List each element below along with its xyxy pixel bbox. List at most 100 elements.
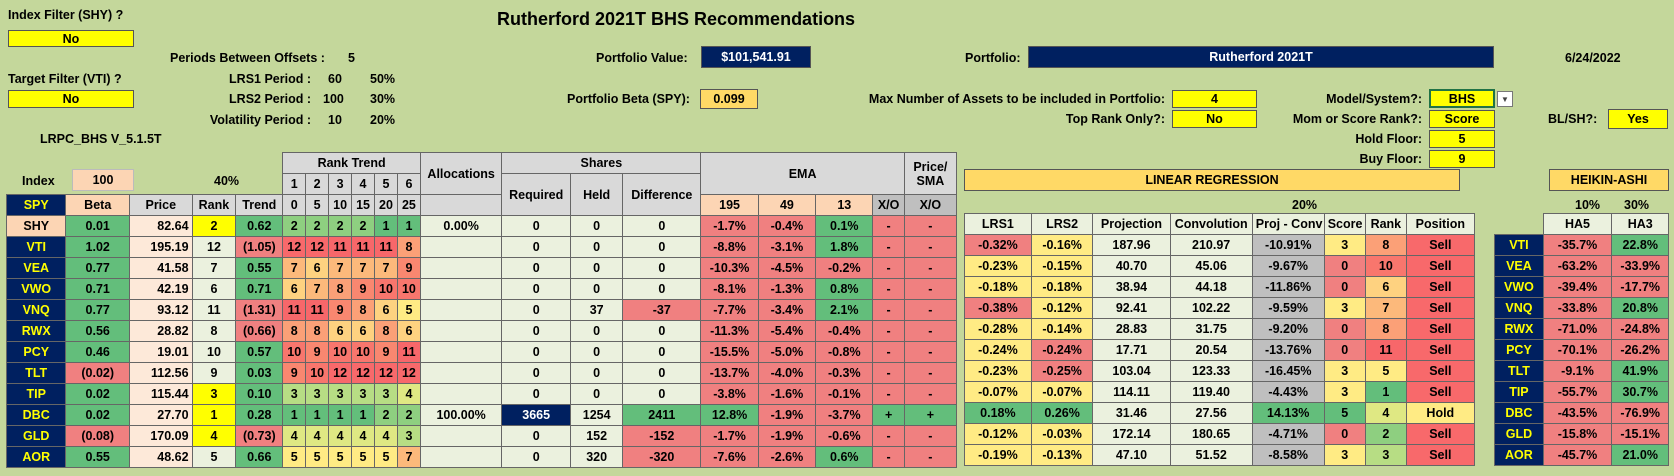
hold-floor-label: Hold Floor: — [1355, 132, 1422, 146]
ema-13-cell: 2.1% — [815, 299, 874, 321]
target-filter-value[interactable]: No — [8, 90, 134, 108]
sma-xo-cell: - — [903, 341, 958, 363]
beta-cell: 0.77 — [65, 257, 131, 279]
rank2-cell: 6 — [1364, 276, 1407, 298]
rank-trend-cell: 1 — [282, 404, 307, 426]
score-cell: 5 — [1323, 402, 1366, 424]
symbol-cell: VTI — [5, 236, 67, 258]
proj-conv-header: Proj - Conv — [1251, 213, 1325, 235]
lrs1-cell: -0.18% — [964, 276, 1032, 298]
allocation-cell: 100.00% — [419, 404, 503, 426]
model-value[interactable]: BHS — [1429, 89, 1495, 108]
trend-cell: 0.66 — [235, 446, 284, 468]
price-cell: 115.44 — [129, 383, 193, 405]
lrs1-cell: 0.18% — [964, 402, 1032, 424]
ema-195-cell: -15.5% — [700, 341, 759, 363]
portfolio-name[interactable]: Rutherford 2021T — [1028, 46, 1494, 68]
required-cell: 0 — [501, 425, 572, 447]
beta-cell: 0.01 — [65, 215, 131, 237]
rank-trend-cell: 3 — [351, 383, 375, 405]
rank-trend-cell: 6 — [305, 257, 330, 279]
position-cell: Sell — [1405, 276, 1475, 298]
ha3-cell: 21.0% — [1611, 444, 1669, 466]
rank-cell: 9 — [191, 362, 237, 384]
rank-trend-cell: 8 — [396, 236, 421, 258]
allocation-cell — [419, 446, 503, 468]
convolution-cell: 20.54 — [1169, 339, 1253, 361]
score-cell: 0 — [1323, 276, 1366, 298]
projection-cell: 40.70 — [1092, 255, 1171, 277]
ema-195-header: 195 — [700, 194, 759, 216]
lrs2-cell: -0.14% — [1030, 318, 1094, 340]
convolution-cell: 31.75 — [1169, 318, 1253, 340]
page-title: Rutherford 2021T BHS Recommendations — [497, 9, 856, 29]
sma-xo-cell: - — [903, 299, 958, 321]
top-rank-value[interactable]: No — [1172, 110, 1257, 128]
offsets-label: Periods Between Offsets : — [170, 51, 325, 65]
required-cell: 0 — [501, 215, 572, 237]
convolution-cell: 123.33 — [1169, 360, 1253, 382]
buy-floor-value[interactable]: 9 — [1429, 150, 1495, 168]
rank2-cell: 11 — [1364, 339, 1407, 361]
ema-xo-cell: - — [872, 257, 905, 279]
rank-trend-cell: 5 — [305, 446, 330, 468]
ema-xo-cell: - — [872, 299, 905, 321]
trend-cell: (1.31) — [235, 299, 284, 321]
rank-trend-cell: 11 — [328, 236, 353, 258]
rank-trend-cell: 10 — [396, 278, 421, 300]
rank-trend-cell: 10 — [328, 341, 353, 363]
required-cell: 3665 — [501, 404, 572, 426]
rank-trend-cell: 4 — [396, 383, 421, 405]
spacer — [1474, 319, 1495, 340]
lrs1-cell: -0.32% — [964, 234, 1032, 256]
symbol-cell: GLD — [5, 425, 67, 447]
index-filter-value[interactable]: No — [8, 30, 134, 47]
convolution-cell: 27.56 — [1169, 402, 1253, 424]
held-cell: 1254 — [570, 404, 624, 426]
ema-195-cell: -11.3% — [700, 320, 759, 342]
score-cell: 3 — [1323, 360, 1366, 382]
spacer — [1474, 277, 1495, 298]
projection-cell: 17.71 — [1092, 339, 1171, 361]
symbol-cell: TLT — [5, 362, 67, 384]
ha3-cell: -15.1% — [1611, 423, 1669, 445]
allocation-cell — [419, 320, 503, 342]
beta-cell: 0.55 — [65, 446, 131, 468]
price-header: Price — [129, 194, 193, 216]
held-cell: 0 — [570, 215, 624, 237]
ema-195-cell: -7.6% — [700, 446, 759, 468]
rank-trend-cell: 3 — [282, 383, 307, 405]
held-cell: 0 — [570, 278, 624, 300]
ema-xo-cell: - — [872, 215, 905, 237]
projection-cell: 28.83 — [1092, 318, 1171, 340]
rank-trend-cell: 1 — [374, 215, 398, 237]
projection-cell: 187.96 — [1092, 234, 1171, 256]
mom-score-value[interactable]: Score — [1429, 110, 1495, 128]
blsh-value[interactable]: Yes — [1608, 109, 1668, 129]
convolution-cell: 180.65 — [1169, 423, 1253, 445]
hold-floor-value[interactable]: 5 — [1429, 130, 1495, 148]
projection-cell: 172.14 — [1092, 423, 1171, 445]
rank-trend-cell: 11 — [282, 299, 307, 321]
proj-conv-cell: -9.67% — [1251, 255, 1325, 277]
beta-cell: 1.02 — [65, 236, 131, 258]
ha5-header: HA5 — [1542, 213, 1613, 235]
allocation-cell — [419, 236, 503, 258]
ema-13-cell: 0.1% — [815, 215, 874, 237]
position-cell: Sell — [1405, 339, 1475, 361]
score-cell: 3 — [1323, 381, 1366, 403]
version-label: LRPC_BHS V_5.1.5T — [40, 132, 162, 146]
vol-weight: 20% — [370, 113, 396, 127]
max-assets-value[interactable]: 4 — [1172, 90, 1257, 108]
rank2-cell: 1 — [1364, 381, 1407, 403]
lrs2-cell: -0.24% — [1030, 339, 1094, 361]
score-cell: 0 — [1323, 318, 1366, 340]
rank-trend-cell: 1 — [328, 404, 353, 426]
allocation-cell — [419, 425, 503, 447]
chevron-down-icon[interactable]: ▼ — [1497, 91, 1513, 107]
target-filter-label: Target Filter (VTI) ? — [8, 72, 122, 86]
rank-trend-cell: 6 — [328, 320, 353, 342]
required-cell: 0 — [501, 446, 572, 468]
rank-trend-cell: 12 — [305, 236, 330, 258]
ema-195-cell: -8.8% — [700, 236, 759, 258]
